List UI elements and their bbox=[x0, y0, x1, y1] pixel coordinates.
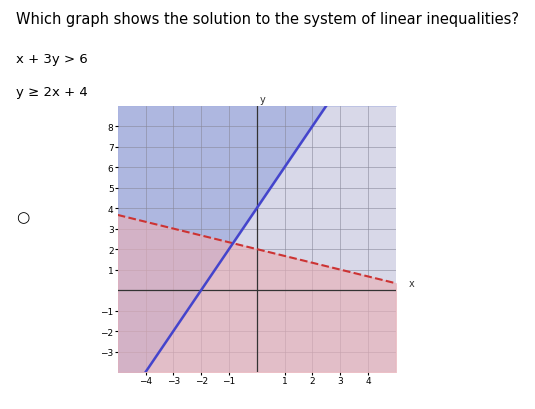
Text: y ≥ 2x + 4: y ≥ 2x + 4 bbox=[16, 86, 88, 99]
Text: y: y bbox=[260, 94, 266, 104]
Text: x + 3y > 6: x + 3y > 6 bbox=[16, 53, 88, 66]
Text: ○: ○ bbox=[16, 209, 29, 224]
Text: x: x bbox=[408, 278, 414, 288]
Text: Which graph shows the solution to the system of linear inequalities?: Which graph shows the solution to the sy… bbox=[16, 12, 519, 27]
